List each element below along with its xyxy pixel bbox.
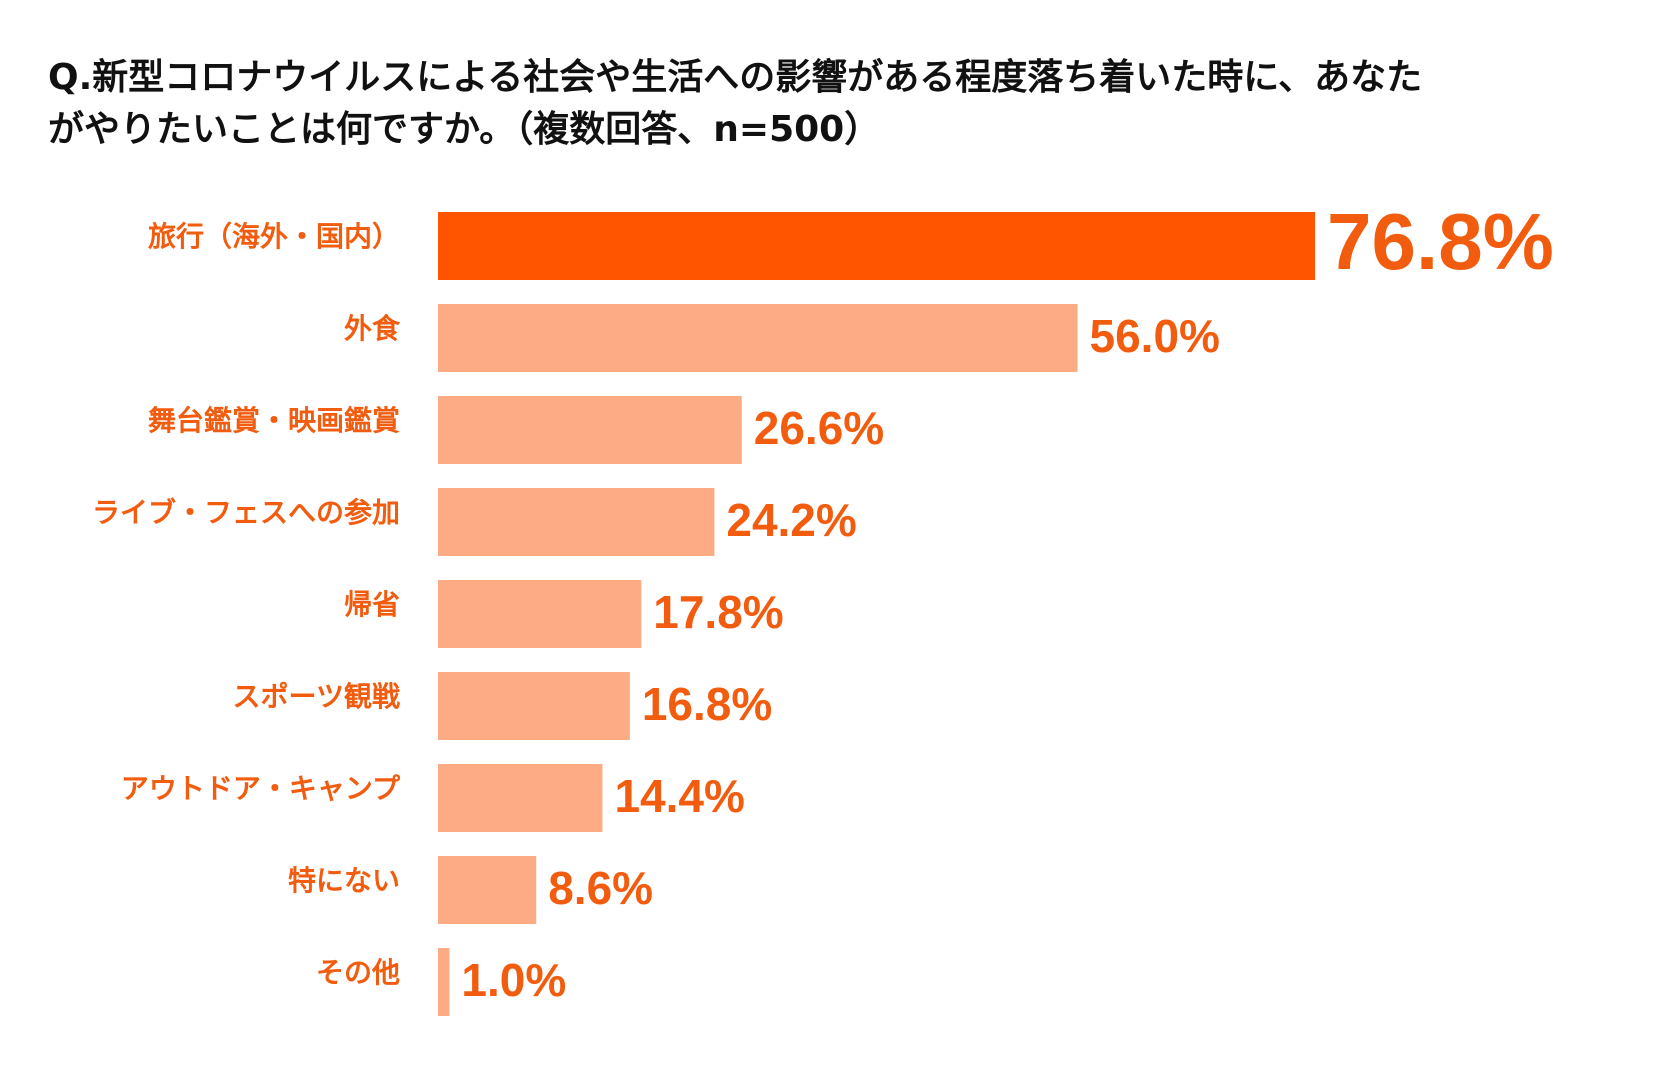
bar-4 — [438, 488, 715, 556]
category-label-6: スポーツ観戦 — [233, 680, 400, 713]
value-label-5: 17.8% — [653, 586, 783, 638]
bar-7 — [438, 764, 603, 832]
value-label-2: 56.0% — [1090, 310, 1220, 362]
bar-9 — [438, 948, 450, 1016]
bar-6 — [438, 672, 630, 740]
chart-title: Q.新型コロナウイルスによる社会や生活への影響がある程度落ち着いた時に、あなた … — [48, 52, 1648, 156]
category-label-7: アウトドア・キャンプ — [121, 772, 401, 805]
category-label-3: 舞台鑑賞・映画鑑賞 — [148, 404, 400, 437]
chart-title-line-1: Q.新型コロナウイルスによる社会や生活への影響がある程度落ち着いた時に、あなた — [48, 57, 1423, 98]
value-label-9: 1.0% — [461, 954, 566, 1006]
bar-5 — [438, 580, 642, 648]
bar-8 — [438, 856, 537, 924]
category-label-8: 特にない — [288, 864, 400, 897]
category-label-4: ライブ・フェスへの参加 — [92, 496, 400, 529]
category-label-9: その他 — [316, 956, 400, 989]
chart-title-line-2: がやりたいことは何ですか。（複数回答、n=500） — [48, 109, 881, 150]
category-label-5: 帰省 — [344, 588, 400, 621]
value-label-1: 76.8% — [1327, 197, 1554, 286]
category-label-2: 外食 — [344, 312, 401, 345]
value-label-6: 16.8% — [642, 678, 772, 730]
value-label-4: 24.2% — [726, 494, 856, 546]
bar-2 — [438, 304, 1078, 372]
bar-3 — [438, 396, 742, 464]
value-label-8: 8.6% — [548, 862, 653, 914]
value-label-7: 14.4% — [614, 770, 744, 822]
value-label-3: 26.6% — [754, 402, 884, 454]
category-label-1: 旅行（海外・国内） — [148, 220, 400, 253]
bar-1 — [438, 212, 1316, 280]
